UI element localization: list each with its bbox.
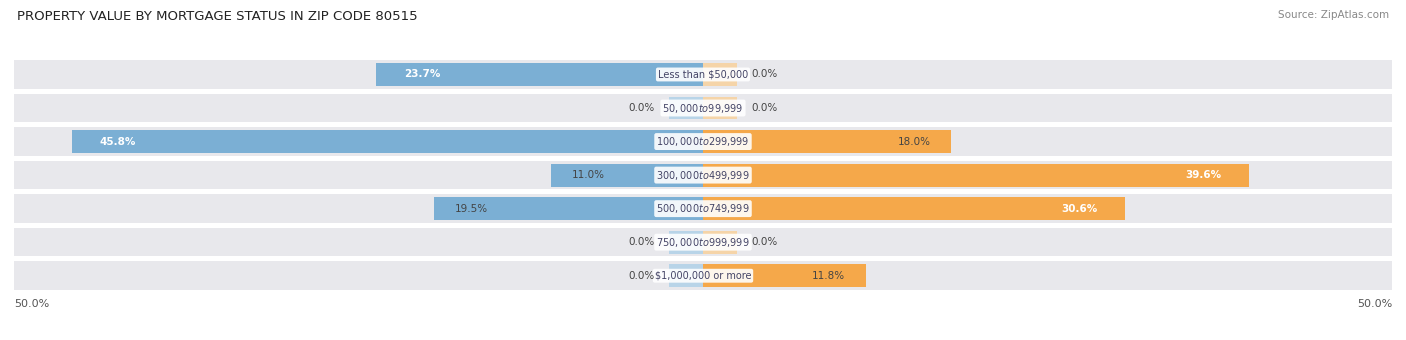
Bar: [14, 127, 703, 156]
Text: 11.8%: 11.8%: [811, 271, 845, 281]
Bar: [703, 127, 1392, 156]
Text: $750,000 to $999,999: $750,000 to $999,999: [657, 236, 749, 249]
Bar: [703, 261, 1392, 290]
Text: $500,000 to $749,999: $500,000 to $749,999: [657, 202, 749, 215]
Text: 50.0%: 50.0%: [14, 299, 49, 308]
Bar: [14, 161, 703, 189]
Text: 19.5%: 19.5%: [456, 204, 488, 214]
Text: 0.0%: 0.0%: [628, 103, 655, 113]
Bar: [703, 94, 1392, 122]
Text: $100,000 to $299,999: $100,000 to $299,999: [657, 135, 749, 148]
Bar: [551, 164, 703, 187]
Text: $1,000,000 or more: $1,000,000 or more: [655, 271, 751, 281]
Text: 0.0%: 0.0%: [751, 69, 778, 80]
Text: $50,000 to $99,999: $50,000 to $99,999: [662, 102, 744, 115]
Bar: [703, 130, 950, 153]
Text: 0.0%: 0.0%: [628, 271, 655, 281]
Text: Less than $50,000: Less than $50,000: [658, 69, 748, 80]
Text: 0.0%: 0.0%: [751, 103, 778, 113]
Bar: [703, 63, 738, 86]
Bar: [669, 231, 703, 254]
Text: 11.0%: 11.0%: [572, 170, 605, 180]
Bar: [703, 161, 1392, 189]
Bar: [377, 63, 703, 86]
Text: 0.0%: 0.0%: [751, 237, 778, 247]
Bar: [703, 194, 1392, 223]
Text: 39.6%: 39.6%: [1185, 170, 1220, 180]
Text: 50.0%: 50.0%: [1357, 299, 1392, 308]
Bar: [14, 228, 703, 256]
Bar: [14, 261, 703, 290]
Bar: [703, 60, 1392, 89]
Bar: [434, 197, 703, 220]
Bar: [14, 60, 703, 89]
Text: 45.8%: 45.8%: [100, 137, 136, 147]
Text: Source: ZipAtlas.com: Source: ZipAtlas.com: [1278, 10, 1389, 20]
Bar: [14, 194, 703, 223]
Bar: [72, 130, 703, 153]
Text: 0.0%: 0.0%: [628, 237, 655, 247]
Text: PROPERTY VALUE BY MORTGAGE STATUS IN ZIP CODE 80515: PROPERTY VALUE BY MORTGAGE STATUS IN ZIP…: [17, 10, 418, 23]
Text: 30.6%: 30.6%: [1060, 204, 1097, 214]
Bar: [14, 94, 703, 122]
Bar: [669, 97, 703, 119]
Text: 23.7%: 23.7%: [404, 69, 440, 80]
Text: 18.0%: 18.0%: [897, 137, 931, 147]
Text: $300,000 to $499,999: $300,000 to $499,999: [657, 169, 749, 182]
Bar: [703, 97, 738, 119]
Bar: [703, 164, 1249, 187]
Bar: [703, 264, 866, 287]
Bar: [703, 231, 738, 254]
Bar: [703, 197, 1125, 220]
Bar: [703, 228, 1392, 256]
Bar: [669, 264, 703, 287]
